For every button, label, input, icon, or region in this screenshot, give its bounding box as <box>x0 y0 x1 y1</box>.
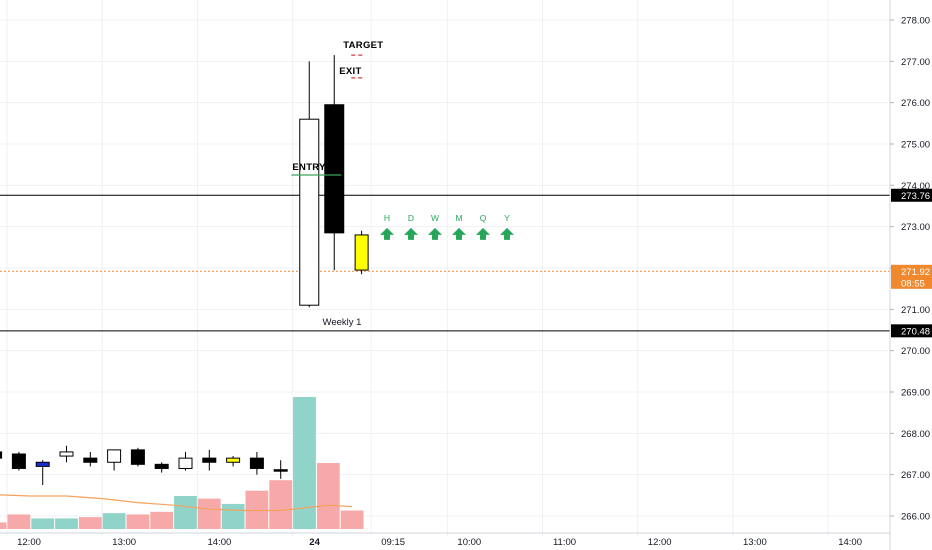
time-tick-label: 09:15 <box>381 537 405 548</box>
volume-bar <box>174 496 197 529</box>
exit-label: EXIT <box>339 66 361 77</box>
candle-body <box>202 457 217 463</box>
price-tick-label: 273.00 <box>901 222 930 233</box>
candle-body <box>226 457 241 463</box>
volume-bar <box>293 397 316 529</box>
candle-body <box>0 451 3 459</box>
up-arrow-icon: Q <box>476 213 490 240</box>
up-arrow-icon: W <box>428 213 442 240</box>
price-badge <box>891 264 932 289</box>
price-badge-label: 270.48 <box>901 326 930 337</box>
price-badge-countdown: 08:55 <box>901 278 925 289</box>
price-tick-label: 276.00 <box>901 98 930 109</box>
candle-body <box>130 449 145 465</box>
price-tick-label: 275.00 <box>901 140 930 151</box>
arrow-shape <box>476 227 490 240</box>
volume-bar <box>269 480 293 529</box>
time-tick-label: 24 <box>309 537 320 548</box>
price-badge <box>891 324 932 338</box>
candle-body <box>178 457 193 469</box>
volume-bar <box>31 518 55 529</box>
candle-body <box>299 118 320 306</box>
arrow-label: Q <box>480 213 487 223</box>
candles <box>0 55 369 485</box>
volume-bar <box>102 513 126 529</box>
weekly-label: Weekly 1 <box>323 317 362 328</box>
time-tick-label: 12:00 <box>648 537 672 548</box>
price-tick-label: 271.00 <box>901 305 930 316</box>
volume-ma-line <box>0 494 353 512</box>
volume-bar <box>316 463 340 529</box>
time-tick-label: 12:00 <box>17 537 41 548</box>
price-tick-label: 269.00 <box>901 388 930 399</box>
volume-bar <box>150 511 174 529</box>
up-arrow-icon: M <box>452 213 466 240</box>
arrow-label: M <box>455 213 462 223</box>
up-arrow-icon: Y <box>500 213 514 240</box>
volume-bar <box>126 514 150 529</box>
arrow-shape <box>404 227 418 240</box>
volume-bar <box>55 518 78 529</box>
price-tick-label: 267.00 <box>901 470 930 481</box>
arrow-label: Y <box>504 213 510 223</box>
time-tick-label: 13:00 <box>743 537 767 548</box>
arrow-shape <box>380 227 394 240</box>
volume-bar <box>245 490 269 529</box>
price-tick-label: 268.00 <box>901 429 930 440</box>
candle-body <box>154 463 169 469</box>
candle-body <box>354 234 369 271</box>
volume-bar <box>78 517 102 529</box>
price-badge-label: 271.92 <box>901 267 930 278</box>
arrow-shape <box>452 227 466 240</box>
price-tick-label: 277.00 <box>901 57 930 68</box>
arrow-label: H <box>384 213 390 223</box>
price-tick-label: 266.00 <box>901 512 930 523</box>
candle-body <box>324 104 345 234</box>
time-tick-label: 13:00 <box>112 537 136 548</box>
price-tick-label: 274.00 <box>901 181 930 192</box>
up-arrow-icon: H <box>380 213 394 240</box>
candle-body <box>273 469 288 472</box>
horizontal-lines[interactable] <box>0 194 890 332</box>
time-tick-label: 14:00 <box>838 537 862 548</box>
volume-bar <box>221 503 245 529</box>
volume-bar <box>197 498 221 529</box>
chart-grid <box>0 0 890 536</box>
arrow-label: W <box>431 213 439 223</box>
candle-body <box>249 457 264 469</box>
price-tick-label: 270.00 <box>901 346 930 357</box>
entry-label: ENTRY <box>292 162 326 173</box>
price-badge-label: 273.76 <box>901 191 930 202</box>
candle-body <box>83 457 98 463</box>
trade-annotations: ENTRY EXIT TARGET Weekly 1 <box>291 40 383 328</box>
time-tick-label: 10:00 <box>457 537 481 548</box>
price-tick-label: 278.00 <box>901 16 930 27</box>
volume-pane <box>0 397 364 529</box>
arrow-shape <box>500 227 514 240</box>
time-tick-label: 14:00 <box>208 537 232 548</box>
volume-bar <box>7 514 31 529</box>
candle-body <box>11 453 26 469</box>
candle-body <box>35 461 50 467</box>
arrow-shape <box>428 227 442 240</box>
candle-body <box>107 449 122 463</box>
volume-bar <box>0 522 7 529</box>
up-arrow-icon: D <box>404 213 418 240</box>
volume-bar <box>340 510 364 529</box>
target-label: TARGET <box>343 40 383 51</box>
arrow-label: D <box>408 213 414 223</box>
time-tick-label: 11:00 <box>553 537 576 548</box>
price-badge <box>891 188 932 202</box>
candle-body <box>59 451 74 457</box>
